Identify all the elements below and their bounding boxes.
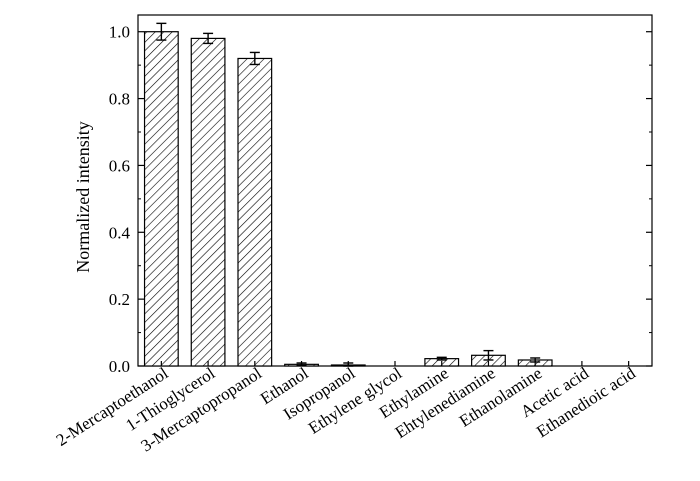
y-tick-label: 1.0 — [109, 23, 130, 42]
y-tick-label: 0.8 — [109, 90, 130, 109]
y-axis-title: Normalized intensity — [73, 121, 93, 272]
bar — [237, 57, 273, 367]
bar — [143, 31, 179, 367]
y-tick-label: 0.2 — [109, 290, 130, 309]
plot-area: 0.00.20.40.60.81.02-Mercaptoethanol1-Thi… — [53, 14, 653, 455]
y-tick-label: 0.0 — [109, 357, 130, 376]
y-tick-label: 0.4 — [109, 223, 131, 242]
bar — [190, 37, 226, 367]
y-tick-label: 0.6 — [109, 156, 130, 175]
